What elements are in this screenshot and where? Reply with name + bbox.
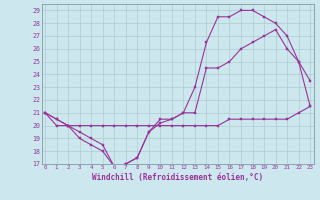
X-axis label: Windchill (Refroidissement éolien,°C): Windchill (Refroidissement éolien,°C) — [92, 173, 263, 182]
